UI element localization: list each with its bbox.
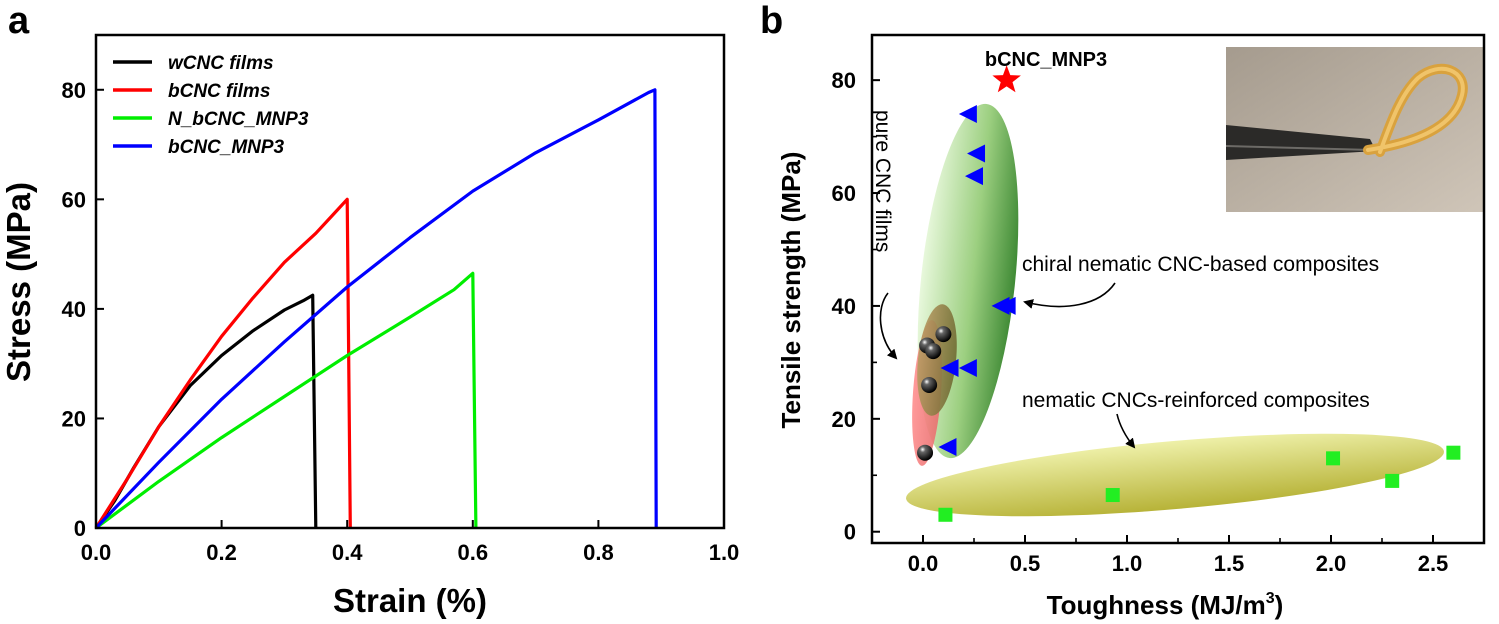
- panel-a-legend: wCNC films bCNC films N_bCNC_MNP3 bCNC_MNP3: [113, 53, 309, 158]
- x-tick-label: 0.8: [583, 540, 614, 565]
- bcnc-mnp3-star-point: [992, 65, 1021, 93]
- legend-label: bCNC_MNP3: [168, 137, 285, 158]
- legend-label: wCNC films: [168, 53, 274, 74]
- x-tick-label: 1.0: [709, 540, 740, 565]
- series-line-bcnc-mnp3: [94, 88, 658, 530]
- pure-cnc-annotation: pure CNC films: [871, 110, 894, 252]
- panel-a-frame: [94, 33, 726, 530]
- star-annotation: bCNC_MNP3: [985, 49, 1107, 71]
- y-tick-label: 80: [832, 68, 856, 93]
- nematic-composites-region: [906, 433, 1444, 517]
- x-tick-label: 1.0: [1112, 551, 1143, 576]
- panel-b-y-axis-title: Tensile strength (MPa): [776, 152, 806, 429]
- x-tick-label: 0.5: [1010, 551, 1041, 576]
- y-tick-label: 20: [832, 407, 856, 432]
- panel-a: a 0.0 0.2 0.4 0.6 0.8 1.0 0 20 40 60 80 Strain (%)…: [0, 0, 739, 619]
- chiral-composite-point: [967, 144, 986, 163]
- y-tick-label: 0: [844, 520, 856, 545]
- series-line-bcnc-films: [94, 197, 352, 529]
- y-tick-label: 20: [62, 406, 86, 431]
- legend-label: N_bCNC_MNP3: [168, 109, 309, 130]
- nematic-composite-point: [1385, 473, 1400, 488]
- nematic-composite-point: [1326, 451, 1341, 466]
- nematic-composite-point: [1105, 488, 1120, 503]
- legend-label: bCNC films: [168, 81, 270, 102]
- y-tick-label: 40: [62, 297, 86, 322]
- panel-label-b: b: [760, 0, 783, 42]
- x-tick-label: 1.5: [1214, 551, 1245, 576]
- panel-b-x-axis-title: Toughness (MJ/m3): [1047, 590, 1284, 620]
- chiral-composite-point: [958, 105, 977, 124]
- y-tick-label: 60: [62, 187, 86, 212]
- film-photo: [1225, 47, 1483, 212]
- y-tick-label: 60: [832, 181, 856, 206]
- pure-cnc-point: [935, 326, 952, 343]
- x-tick-label: 0.6: [458, 540, 489, 565]
- chiral-arrow: [1023, 282, 1116, 309]
- x-tick-label: 0.4: [332, 540, 363, 565]
- panel-a-y-axis-title: Stress (MPa): [0, 182, 37, 382]
- chiral-annotation: chiral nematic CNC-based composites: [1022, 253, 1379, 276]
- chiral-composite-point: [958, 359, 977, 378]
- panel-label-a: a: [8, 0, 30, 42]
- chiral-composite-point: [938, 438, 957, 457]
- panel-b-frame: [870, 33, 1486, 545]
- panel-b-ticks: [872, 79, 1434, 543]
- nematic-annotation: nematic CNCs-reinforced composites: [1022, 389, 1370, 412]
- pure-cnc-point: [921, 376, 938, 393]
- series-line-n-bcnc-mnp3: [95, 271, 478, 530]
- pure-cnc-point: [925, 343, 942, 360]
- chiral-composite-point: [997, 296, 1016, 315]
- panel-b-tick-labels: 0.0 0.5 1.0 1.5 2.0 2.5 0 20 40 60 80: [832, 68, 1449, 576]
- pure-cnc-point: [917, 444, 934, 461]
- y-tick-label: 0: [74, 516, 86, 541]
- panel-b-points: [917, 65, 1461, 522]
- pure-cnc-arrow: [879, 292, 898, 360]
- chiral-composite-point: [965, 167, 983, 186]
- nematic-composite-point: [938, 507, 953, 522]
- panel-a-tick-labels: 0.0 0.2 0.4 0.6 0.8 1.0 0 20 40 60 80: [62, 78, 740, 565]
- nematic-composite-point: [1446, 445, 1461, 460]
- x-tick-label: 0.0: [908, 551, 939, 576]
- x-tick-label: 2.5: [1418, 551, 1449, 576]
- panel-a-series: [94, 88, 658, 530]
- y-tick-label: 80: [62, 78, 86, 103]
- x-tick-label: 0.0: [81, 540, 112, 565]
- panel-a-x-axis-title: Strain (%): [333, 582, 487, 619]
- x-tick-label: 0.2: [206, 540, 237, 565]
- x-tick-label: 2.0: [1316, 551, 1347, 576]
- chiral-composite-point: [940, 359, 959, 378]
- y-tick-label: 40: [832, 294, 856, 319]
- nematic-arrow: [1116, 413, 1136, 449]
